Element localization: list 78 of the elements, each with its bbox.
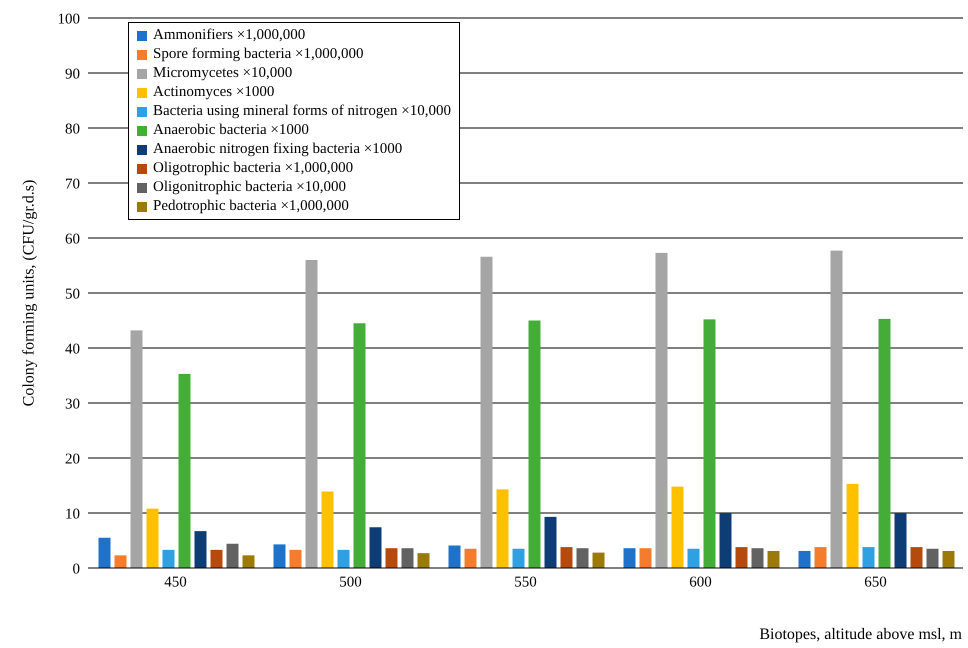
legend-label: Actinomyces ×1000: [153, 83, 274, 102]
bar: [210, 550, 222, 568]
bar: [114, 555, 126, 568]
x-tick-label: 550: [514, 574, 537, 591]
legend-label: Oligotrophic bacteria ×1,000,000: [153, 159, 354, 178]
y-tick-label: 0: [72, 561, 80, 578]
y-tick-label: 40: [65, 341, 80, 358]
bar: [672, 486, 684, 568]
bar: [354, 323, 366, 568]
y-tick-label: 70: [65, 176, 80, 192]
bar: [894, 513, 906, 568]
bar: [814, 547, 826, 568]
bar: [402, 548, 414, 568]
x-axis-title: Biotopes, altitude above msl, m: [759, 626, 962, 644]
bar: [306, 260, 318, 568]
legend-label: Oligonitrophic bacteria ×10,000: [153, 178, 346, 197]
bar: [624, 548, 636, 568]
legend-label: Bacteria using mineral forms of nitrogen ×10,000: [153, 102, 451, 121]
x-tick-label: 450: [164, 574, 187, 591]
bar: [464, 548, 476, 568]
legend-label: Spore forming bacteria ×1,000,000: [153, 45, 364, 64]
bar: [338, 550, 350, 568]
bar: [226, 544, 238, 568]
x-tick-label: 600: [689, 574, 712, 591]
bar: [322, 492, 334, 568]
bar: [910, 547, 922, 568]
bar: [480, 256, 492, 568]
legend-label: Ammonifiers ×1,000,000: [153, 26, 306, 45]
bar: [290, 550, 302, 568]
y-tick-label: 50: [65, 286, 80, 302]
y-tick-label: 20: [65, 451, 80, 468]
bar: [942, 550, 954, 568]
bar: [576, 548, 588, 568]
bar: [704, 319, 716, 568]
bar: [640, 548, 652, 568]
y-tick-label: 80: [65, 121, 80, 138]
y-axis-title: Colony forming units, (CFU/gr.d.s): [20, 180, 38, 406]
bar: [592, 552, 604, 568]
bar: [656, 252, 668, 568]
legend-label: Micromycetes ×10,000: [153, 64, 292, 83]
bar: [448, 545, 460, 568]
legend-label: Anaerobic nitrogen fixing bacteria ×1000: [153, 140, 402, 159]
y-tick-label: 100: [58, 11, 80, 28]
bar: [178, 374, 190, 568]
x-tick-label: 500: [339, 574, 362, 591]
y-tick-label: 30: [65, 396, 80, 412]
bar: [544, 516, 556, 568]
bar: [688, 548, 700, 568]
bar: [512, 548, 524, 568]
bar: [752, 548, 764, 568]
bar: [846, 484, 858, 568]
bar: [162, 550, 174, 568]
bar: [768, 550, 780, 568]
legend-label: Pedotrophic bacteria ×1,000,000: [153, 197, 349, 216]
bar: [194, 531, 206, 568]
bar: [862, 547, 874, 568]
bar: [560, 547, 572, 568]
bar: [720, 513, 732, 568]
bar: [528, 320, 540, 568]
bar: [274, 544, 286, 568]
bar: [830, 250, 842, 568]
bar: [926, 548, 938, 568]
x-tick-label: 650: [864, 574, 887, 591]
bar: [98, 538, 110, 568]
bar: [878, 318, 890, 568]
bar: [418, 553, 430, 568]
bar: [736, 547, 748, 568]
bar: [242, 555, 254, 568]
bar: [386, 548, 398, 568]
bar: [130, 330, 142, 568]
y-tick-label: 60: [65, 231, 80, 248]
bar: [370, 527, 382, 568]
y-tick-label: 10: [65, 506, 80, 522]
y-tick-label: 90: [65, 66, 80, 82]
bar: [798, 550, 810, 568]
bar: [146, 508, 158, 568]
legend-label: Anaerobic bacteria ×1000: [153, 121, 309, 140]
bar: [496, 489, 508, 568]
